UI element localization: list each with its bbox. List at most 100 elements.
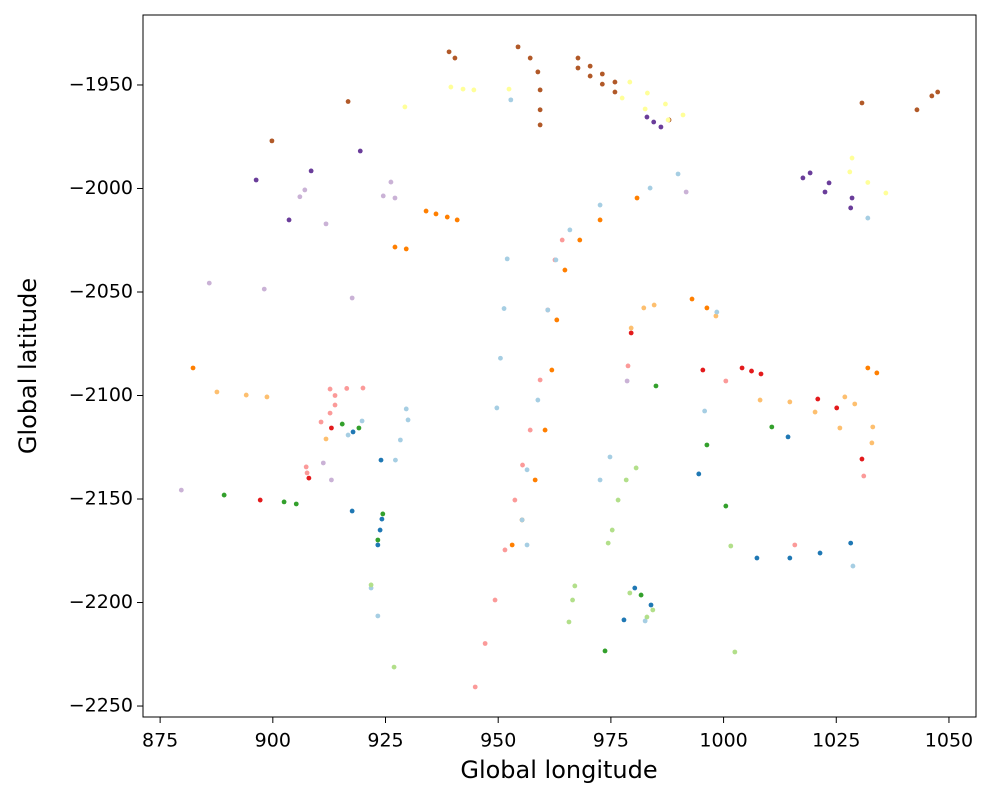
- point: [532, 477, 538, 483]
- point: [554, 317, 560, 323]
- point: [281, 499, 287, 505]
- point: [444, 214, 450, 220]
- point: [704, 442, 710, 448]
- point: [403, 406, 409, 412]
- point: [293, 501, 299, 507]
- point: [732, 649, 738, 655]
- point: [599, 81, 605, 87]
- point: [388, 179, 394, 185]
- point: [615, 497, 621, 503]
- point: [597, 202, 603, 208]
- point: [527, 55, 533, 61]
- point: [852, 401, 858, 407]
- point: [634, 195, 640, 201]
- point: [644, 90, 650, 96]
- point: [642, 106, 648, 112]
- point: [542, 427, 548, 433]
- point: [619, 95, 625, 101]
- point: [602, 648, 608, 654]
- point: [306, 475, 312, 481]
- point: [302, 187, 308, 193]
- point: [178, 487, 184, 493]
- point: [612, 79, 618, 85]
- point: [537, 87, 543, 93]
- point: [492, 597, 498, 603]
- point: [506, 86, 512, 92]
- point: [332, 393, 338, 398]
- point: [628, 330, 634, 336]
- point: [286, 217, 292, 223]
- point: [562, 267, 568, 273]
- y-tick-label: −1950: [69, 73, 133, 95]
- x-tick-label: 900: [255, 730, 291, 752]
- point: [648, 602, 654, 608]
- point: [865, 180, 871, 185]
- point: [377, 527, 383, 533]
- point: [754, 555, 760, 561]
- point: [757, 397, 763, 403]
- y-tick-label: −2050: [69, 280, 133, 302]
- point: [498, 355, 503, 361]
- point: [787, 399, 793, 405]
- point: [597, 217, 603, 223]
- point: [689, 296, 695, 302]
- point: [318, 419, 324, 425]
- point: [847, 169, 853, 175]
- point: [570, 597, 575, 603]
- point: [269, 138, 275, 144]
- point: [345, 99, 351, 104]
- point: [624, 378, 630, 384]
- point: [524, 542, 530, 548]
- x-tick-label: 975: [593, 730, 629, 752]
- point: [535, 69, 541, 75]
- point: [515, 44, 521, 50]
- point: [471, 87, 477, 93]
- point: [323, 221, 329, 227]
- point: [665, 117, 671, 123]
- point: [460, 86, 466, 92]
- point: [575, 65, 581, 71]
- point: [553, 257, 559, 263]
- point: [329, 477, 334, 483]
- point: [448, 84, 454, 90]
- point: [508, 97, 514, 103]
- point: [397, 437, 403, 443]
- point: [221, 492, 227, 498]
- point: [454, 217, 460, 223]
- point: [446, 49, 452, 55]
- x-axis-label: Global longitude: [460, 756, 657, 784]
- point: [714, 309, 720, 315]
- point: [575, 55, 581, 61]
- point: [787, 555, 793, 561]
- point: [494, 405, 500, 411]
- point: [304, 470, 310, 476]
- x-tick-label: 1000: [699, 730, 747, 752]
- point: [482, 641, 488, 646]
- point: [527, 427, 533, 433]
- point: [253, 177, 259, 183]
- point: [612, 89, 618, 95]
- point: [883, 190, 889, 196]
- point: [368, 582, 374, 588]
- point: [651, 302, 657, 308]
- point: [549, 367, 555, 373]
- point: [345, 432, 351, 438]
- point: [621, 617, 627, 623]
- point: [308, 168, 314, 174]
- point: [349, 295, 355, 301]
- point: [537, 107, 543, 113]
- point: [704, 305, 710, 311]
- point: [675, 171, 681, 177]
- x-tick-label: 925: [367, 730, 403, 752]
- point: [859, 100, 865, 106]
- point: [577, 237, 583, 243]
- point: [696, 471, 702, 477]
- point: [627, 79, 633, 85]
- point: [257, 497, 263, 503]
- y-tick-label: −2150: [69, 488, 133, 510]
- point: [599, 71, 605, 77]
- point: [680, 112, 686, 118]
- x-tick-label: 950: [480, 730, 516, 752]
- point: [859, 456, 865, 462]
